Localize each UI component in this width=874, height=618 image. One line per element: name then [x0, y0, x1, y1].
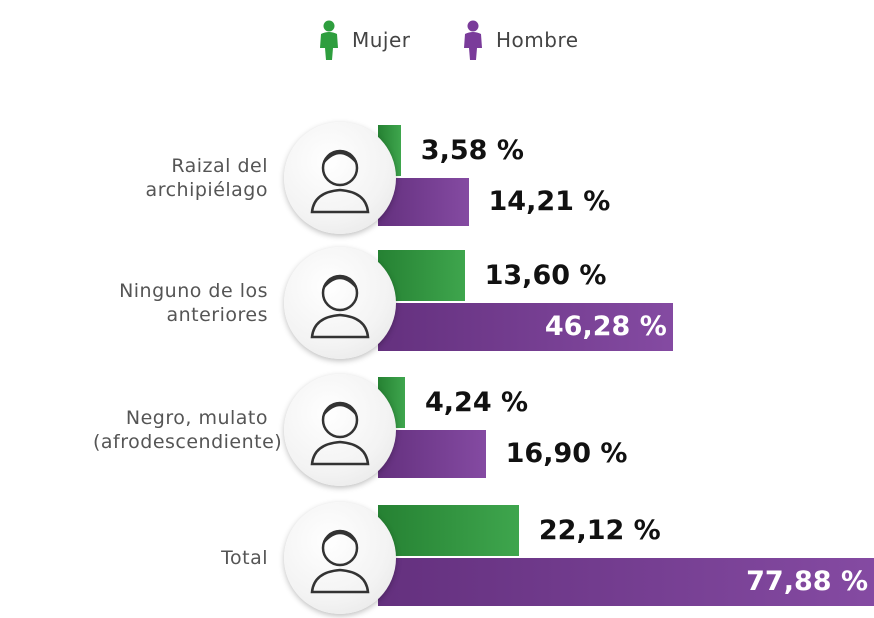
- icon-circle: [284, 502, 396, 614]
- category-label: Total: [221, 547, 268, 569]
- legend-icon: [464, 20, 482, 60]
- value-label: 77,88 %: [746, 566, 868, 597]
- bar: [378, 430, 486, 478]
- category-label: Negro, mulato (afrodescendiente): [93, 407, 283, 453]
- icon-circle: [284, 374, 396, 486]
- legend-label: Mujer: [352, 28, 411, 52]
- legend-icon: [320, 20, 338, 60]
- value-label: 3,58 %: [420, 134, 524, 166]
- category-label: Raizal del archipiélago: [145, 155, 268, 201]
- icon-circle: [284, 122, 396, 234]
- person-icon: [310, 529, 370, 594]
- value-label: 46,28 %: [544, 311, 667, 342]
- icon-circle: [284, 247, 396, 359]
- value-label: 13,60 %: [484, 259, 607, 291]
- bar: [378, 505, 519, 556]
- value-label: 14,21 %: [488, 186, 611, 217]
- person-icon: [310, 401, 370, 466]
- value-label: 22,12 %: [538, 514, 661, 546]
- value-label: 16,90 %: [505, 438, 628, 469]
- person-icon: [310, 149, 370, 214]
- legend-label: Hombre: [496, 28, 579, 52]
- bar: [378, 558, 874, 606]
- bar: [378, 303, 673, 351]
- value-label: 4,24 %: [425, 386, 529, 418]
- category-label: Ninguno de los anteriores: [119, 280, 268, 326]
- person-icon: [310, 274, 370, 339]
